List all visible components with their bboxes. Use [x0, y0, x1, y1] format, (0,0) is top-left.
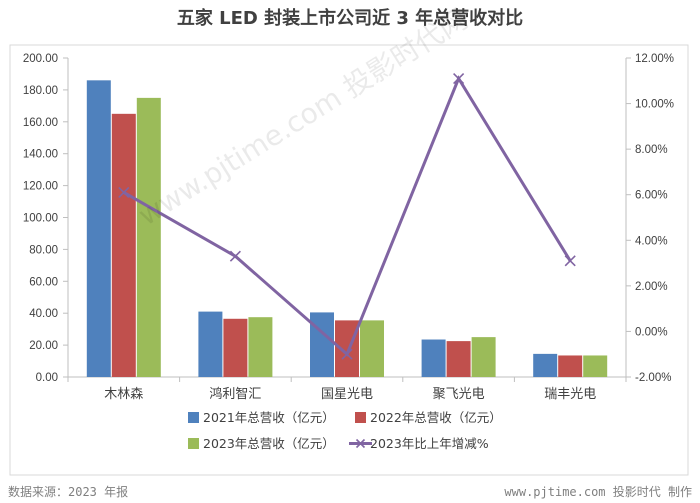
growth-point-2 [229, 250, 241, 262]
growth-point-4 [453, 72, 465, 85]
y-left-tick-label: 160.00 [23, 117, 58, 129]
y-right-tick-label: 2.00% [635, 281, 668, 293]
legend-swatch [188, 412, 199, 423]
y-left-tick-label: 20.00 [29, 340, 58, 352]
y-right-tick-label: 10.00% [635, 99, 674, 111]
growth-point-3 [341, 348, 353, 360]
bar-2-4 [446, 341, 471, 377]
bar-1-1 [86, 80, 111, 377]
growth-point-1 [118, 186, 130, 199]
x-tick-label: 瑞丰光电 [544, 387, 596, 402]
legend-marker [355, 438, 366, 449]
legend-label: 2023年比上年增减% [370, 436, 489, 451]
x-tick-label: 鸿利智汇 [209, 386, 261, 402]
x-tick-label: 木林森 [104, 387, 143, 402]
x-tick-label: 国星光电 [321, 387, 373, 402]
legend-swatch [355, 412, 366, 423]
y-right-tick-label: 6.00% [635, 190, 668, 202]
y-left-tick-label: 180.00 [23, 85, 58, 97]
y-right-tick-label: 0.00% [635, 326, 668, 338]
y-right-tick-label: 8.00% [635, 144, 668, 156]
bar-3-4 [471, 337, 496, 377]
y-left-tick-label: 40.00 [29, 308, 58, 320]
bar-3-3 [360, 320, 384, 377]
data-source: 数据来源：2023 年报 [8, 485, 129, 499]
bar-1-5 [533, 353, 558, 377]
credit: www.pjtime.com 投影时代 制作 [504, 485, 692, 499]
legend-label: 2021年总营收（亿元） [203, 410, 335, 425]
growth-line-path [123, 75, 572, 357]
axes: 0.00 20.00 40.00 60.00 80.00 100.00 120.00 140.… [23, 53, 674, 384]
y-left-tick-label: 100.00 [23, 213, 58, 225]
bar-3-1 [136, 97, 161, 377]
bar-2-2 [223, 318, 248, 377]
y-left-tick-label: 80.00 [29, 244, 58, 256]
legend: 2021年总营收（亿元） 2022年总营收（亿元） 2023年总营收（亿元） 2023… [188, 410, 502, 451]
bar-1-3 [310, 312, 334, 377]
y-right-tick-label: 4.00% [635, 235, 668, 247]
chart-frame [9, 44, 689, 476]
y-right-tick-label: 12.00% [635, 53, 674, 65]
bar-2-1 [111, 113, 136, 377]
chart-title: 五家 LED 封装上市公司近 3 年总营收对比 [176, 8, 524, 29]
y-left-tick-label: 60.00 [29, 276, 58, 288]
legend-label: 2023年总营收（亿元） [203, 436, 335, 451]
y-left-tick-label: 120.00 [23, 181, 58, 193]
bar-1-2 [198, 311, 223, 377]
growth-point-5 [564, 255, 576, 267]
legend-label: 2022年总营收（亿元） [370, 410, 502, 425]
y-right-tick-label: -2.00% [635, 372, 671, 384]
x-tick-label: 聚飞光电 [433, 387, 485, 402]
bar-3-5 [583, 355, 608, 377]
y-left-tick-label: 140.00 [23, 149, 58, 161]
bar-1-4 [421, 339, 446, 377]
y-left-tick-label: 0.00 [36, 372, 58, 384]
growth-line [118, 72, 576, 360]
bars [86, 80, 608, 377]
x-tick-labels: 木林森 鸿利智汇 国星光电 聚飞光电 瑞丰光电 [104, 386, 596, 402]
bar-2-5 [558, 355, 583, 377]
y-left-tick-label: 200.00 [23, 53, 58, 65]
legend-swatch [188, 438, 199, 449]
bar-3-2 [248, 317, 273, 377]
